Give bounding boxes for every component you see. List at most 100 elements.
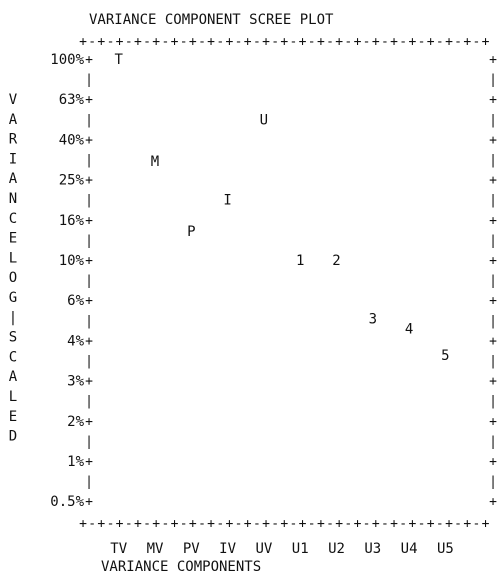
frame-edge: |	[85, 434, 93, 449]
frame-dash: -	[107, 35, 115, 50]
frame-tick-mark: +	[97, 517, 105, 532]
x-axis-title: VARIANCE COMPONENTS	[101, 559, 261, 575]
frame-edge: |	[85, 394, 93, 409]
y-axis-title-char: L	[9, 389, 17, 405]
frame-dash: -	[235, 517, 243, 532]
frame-tick-mark: +	[335, 35, 343, 50]
frame-edge: |	[489, 394, 497, 409]
frame-dash: -	[399, 517, 407, 532]
frame-dash: -	[107, 517, 115, 532]
frame-edge: |	[85, 354, 93, 369]
frame-tick-mark: +	[408, 35, 416, 50]
plot-frame: + - + - + - + - + - + - + - + - + - + - + - + - + - + - + - + - + - + - + - + -…	[79, 35, 497, 532]
frame-tick-mark: +	[85, 213, 93, 228]
x-tick-label: IV	[219, 541, 236, 557]
frame-tick-mark: +	[207, 35, 215, 50]
frame-dash: -	[161, 35, 169, 50]
frame-tick-mark: +	[489, 334, 497, 349]
frame-tick-mark: +	[244, 517, 252, 532]
frame-tick-mark: +	[85, 53, 93, 68]
y-axis-title-char: |	[9, 310, 17, 326]
x-tick-label: TV	[110, 541, 127, 557]
y-tick-label: 6%	[67, 293, 84, 309]
frame-dash: -	[143, 35, 151, 50]
frame-dash: -	[472, 517, 480, 532]
y-axis-title-char: V	[9, 92, 18, 108]
frame-edge: |	[85, 153, 93, 168]
y-tick-label: 100%	[50, 52, 84, 68]
frame-tick-mark: +	[372, 35, 380, 50]
frame-dash: -	[363, 35, 371, 50]
frame-tick-mark: +	[85, 294, 93, 309]
frame-tick-mark: +	[427, 517, 435, 532]
y-tick-label: 40%	[59, 132, 85, 148]
frame-tick-mark: +	[152, 35, 160, 50]
frame-edge: |	[489, 233, 497, 248]
frame-tick-mark: +	[445, 517, 453, 532]
y-axis-title-char: N	[9, 191, 17, 207]
frame-edge: |	[85, 475, 93, 490]
frame-tick-mark: +	[463, 35, 471, 50]
frame-tick-mark: +	[152, 517, 160, 532]
frame-dash: -	[125, 35, 133, 50]
frame-tick-mark: +	[354, 35, 362, 50]
frame-tick-mark: +	[408, 517, 416, 532]
frame-tick-mark: +	[489, 495, 497, 510]
data-point-mv: M	[151, 154, 159, 170]
frame-dash: -	[143, 517, 151, 532]
frame-dash: -	[418, 517, 426, 532]
frame-dash: -	[289, 35, 297, 50]
data-point-u3: 3	[369, 311, 377, 327]
frame-dash: -	[271, 517, 279, 532]
frame-tick-mark: +	[85, 414, 93, 429]
frame-dash: -	[198, 517, 206, 532]
data-point-u4: 4	[405, 322, 413, 338]
y-axis-title-char: E	[9, 231, 17, 247]
frame-dash: -	[289, 517, 297, 532]
y-axis-title-char: D	[9, 429, 17, 445]
x-tick-label: MV	[147, 541, 164, 557]
x-tick-label: U5	[437, 541, 454, 557]
frame-edge: |	[489, 193, 497, 208]
frame-dash: -	[88, 517, 96, 532]
frame-dash: -	[326, 517, 334, 532]
x-tick-label: PV	[183, 541, 200, 557]
frame-tick-mark: +	[225, 517, 233, 532]
y-axis-title-char: A	[9, 171, 18, 187]
frame-tick-mark: +	[116, 35, 124, 50]
frame-dash: -	[308, 517, 316, 532]
x-tick-label: U2	[328, 541, 345, 557]
frame-tick-mark: +	[390, 35, 398, 50]
y-tick-label: 1%	[67, 454, 84, 470]
frame-dash: -	[472, 35, 480, 50]
y-axis-ticks: 100% 63% 40% 25% 16% 10% 6% 4% 3% 2% 1% 0.5%	[50, 52, 84, 510]
y-axis-title-char: E	[9, 409, 17, 425]
frame-edge: |	[489, 434, 497, 449]
frame-dash: -	[381, 35, 389, 50]
data-points: T M P I U 1 2 3 4 5	[114, 52, 449, 364]
y-axis-title-char: R	[9, 132, 18, 148]
frame-tick-mark: +	[445, 35, 453, 50]
frame-tick-mark: +	[85, 254, 93, 269]
frame-edge: |	[489, 475, 497, 490]
frame-tick-mark: +	[427, 35, 435, 50]
frame-dash: -	[125, 517, 133, 532]
x-tick-label: UV	[255, 541, 272, 557]
frame-dash: -	[271, 35, 279, 50]
frame-tick-mark: +	[489, 53, 497, 68]
frame-tick-mark: +	[489, 414, 497, 429]
frame-tick-mark: +	[489, 294, 497, 309]
frame-tick-mark: +	[207, 517, 215, 532]
chart-title: VARIANCE COMPONENT SCREE PLOT	[89, 12, 334, 28]
data-point-u1: 1	[296, 253, 304, 269]
frame-tick-mark: +	[317, 35, 325, 50]
frame-tick-mark: +	[171, 517, 179, 532]
frame-dash: -	[216, 517, 224, 532]
frame-edge: |	[489, 73, 497, 88]
frame-tick-mark: +	[489, 254, 497, 269]
data-point-u5: 5	[441, 348, 449, 364]
frame-tick-mark: +	[489, 374, 497, 389]
frame-tick-mark: +	[354, 517, 362, 532]
frame-edge: |	[85, 274, 93, 289]
frame-tick-mark: +	[482, 517, 490, 532]
